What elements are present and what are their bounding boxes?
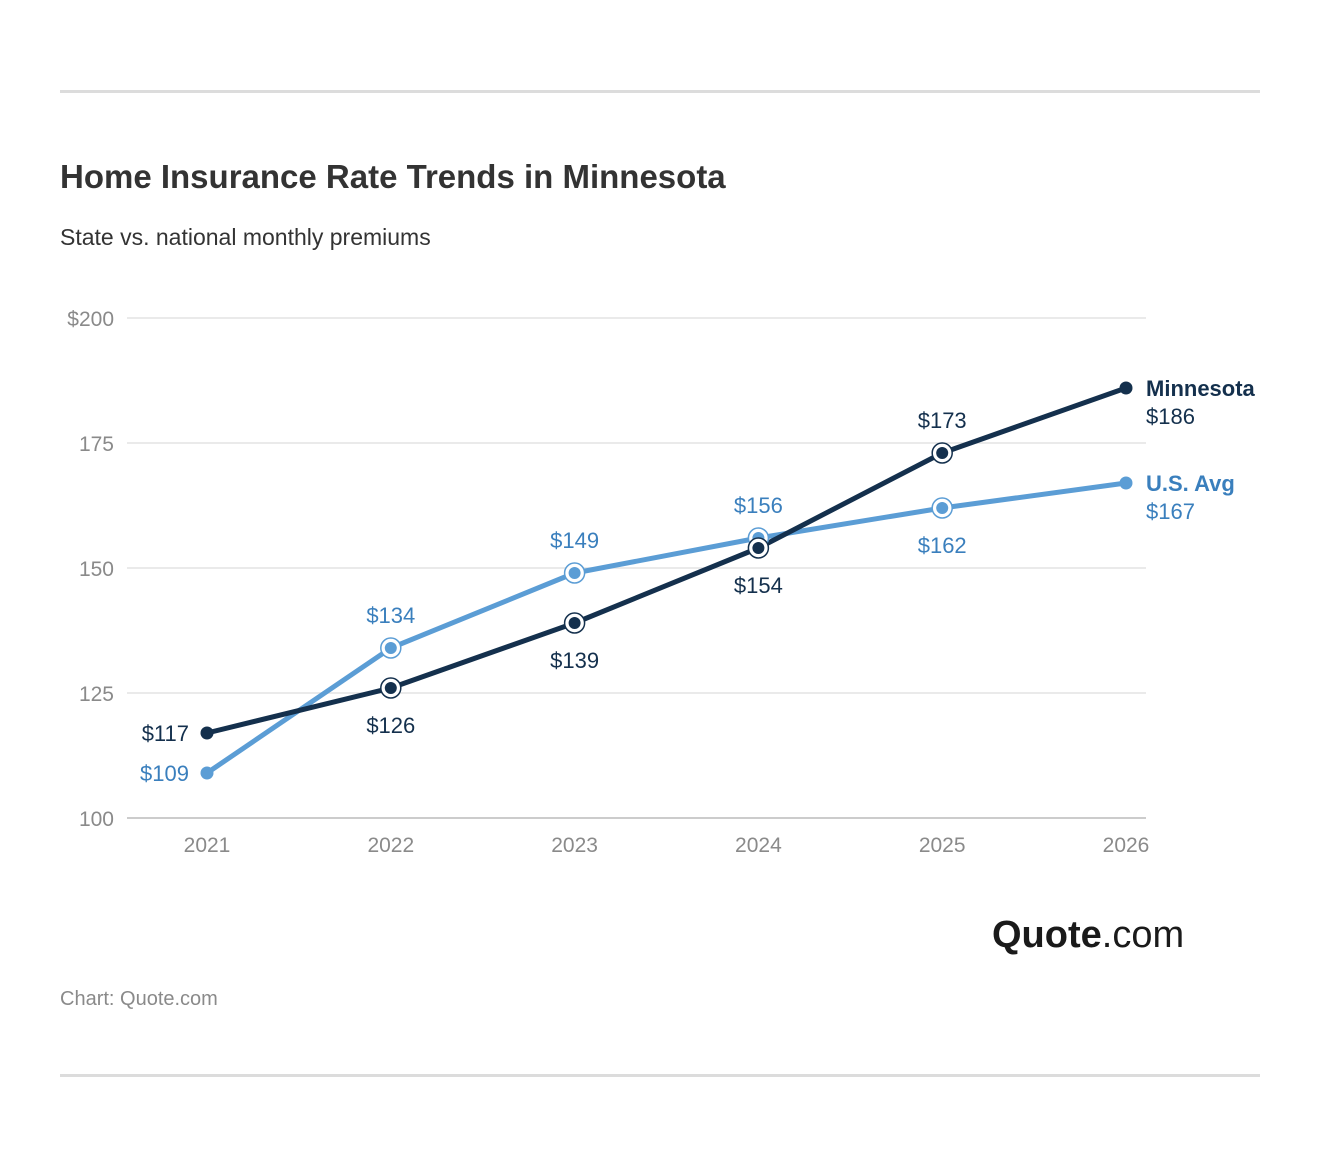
us-avg-end-value: $167 [1146,499,1195,524]
us-avg-data-label: $149 [550,528,599,553]
minnesota-data-label: $139 [550,648,599,673]
us-avg-data-label: $156 [734,493,783,518]
logo-brand: Quote [992,914,1102,956]
x-tick-label: 2026 [1103,834,1150,857]
x-tick-label: 2021 [184,834,231,857]
minnesota-end-value: $186 [1146,404,1195,429]
quote-logo: Quote.com [992,914,1184,957]
chart-source: Chart: Quote.com [60,988,218,1010]
us-avg-point [568,567,581,579]
x-tick-label: 2024 [735,834,782,857]
minnesota-point [752,542,765,554]
us-avg-data-label: $134 [366,603,415,628]
bottom-divider [60,1074,1260,1077]
us-avg-data-label: $162 [918,533,967,558]
y-tick-label: 100 [79,808,114,831]
x-tick-label: 2025 [919,834,966,857]
us-avg-point [936,502,949,514]
chart-title: Home Insurance Rate Trends in Minnesota [60,158,726,195]
us-avg-data-label: $109 [140,761,189,786]
minnesota-data-label: $117 [142,721,189,746]
minnesota-point [568,617,581,629]
x-tick-label: 2022 [367,834,414,857]
x-tick-label: 2023 [551,834,598,857]
minnesota-point [200,726,214,740]
minnesota-data-label: $173 [918,408,967,433]
us-avg-point [200,766,214,780]
chart-subtitle: State vs. national monthly premiums [60,224,431,250]
us-avg-point [384,642,397,654]
y-tick-label: 175 [79,433,114,456]
minnesota-data-label: $126 [366,713,415,738]
y-tick-label: $200 [67,308,114,331]
y-tick-label: 125 [79,683,114,706]
line-chart: 100 125 150 175 $200 2021 2022 2023 2024 2025 2026… [67,308,1256,857]
us-avg-point [1119,476,1133,490]
top-divider [60,90,1260,93]
y-tick-label: 150 [79,558,114,581]
us-avg-line [204,480,1129,776]
minnesota-series-label: Minnesota [1146,376,1256,401]
minnesota-point [1119,381,1133,395]
minnesota-point [384,682,397,694]
us-avg-series-label: U.S. Avg [1146,471,1235,496]
minnesota-line [204,385,1129,736]
minnesota-data-label: $154 [734,573,783,598]
logo-suffix: .com [1101,914,1185,956]
minnesota-point [936,447,949,459]
